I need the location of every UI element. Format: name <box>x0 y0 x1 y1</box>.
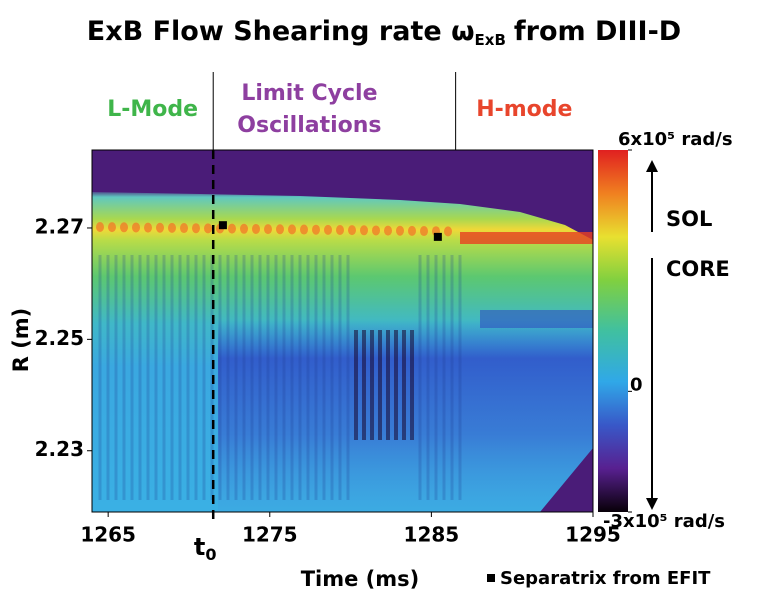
y-tick-label: 2.25 <box>35 326 84 350</box>
texture <box>240 223 248 234</box>
arrow-head <box>646 160 658 172</box>
plot-frame <box>91 149 594 513</box>
texture <box>360 225 368 236</box>
texture <box>288 224 296 235</box>
x-tick-label: 1275 <box>242 523 298 547</box>
x-tick-label: 1265 <box>80 523 136 547</box>
texture <box>300 224 308 235</box>
texture <box>372 225 380 236</box>
region-label: H-mode <box>476 97 572 122</box>
x-tick-label: 1285 <box>404 523 460 547</box>
texture <box>156 222 164 233</box>
separatrix-marker <box>433 232 442 241</box>
legend-label: Separatrix from EFIT <box>500 568 711 589</box>
separatrix-marker <box>218 221 227 230</box>
annotation: CORE <box>666 257 730 281</box>
legend-marker <box>487 574 495 582</box>
heatmap <box>92 150 593 512</box>
annotation: SOL <box>666 207 712 231</box>
t0-subscript: 0 <box>205 545 216 564</box>
title-suffix: from DIII-D <box>514 16 681 47</box>
texture <box>276 224 284 235</box>
y-tick-label: 2.23 <box>35 437 84 461</box>
texture <box>180 223 188 234</box>
x-tick-label: 1295 <box>565 523 621 547</box>
texture <box>336 225 344 235</box>
texture <box>384 225 392 236</box>
texture <box>108 222 116 233</box>
x-axis-label: Time (ms) <box>301 567 420 591</box>
title-main: ExB Flow Shearing rate ω <box>87 16 475 47</box>
texture <box>228 223 236 234</box>
arrow-head <box>646 498 658 510</box>
region-label: Oscillations <box>237 113 381 138</box>
texture <box>420 226 428 237</box>
colorbar-label: 0 <box>630 374 643 395</box>
region-label: Limit Cycle <box>241 81 377 106</box>
texture <box>312 224 320 235</box>
region-label: L-Mode <box>107 97 198 122</box>
texture <box>120 222 128 233</box>
texture <box>204 223 212 234</box>
texture <box>96 222 104 232</box>
texture <box>252 223 260 234</box>
texture <box>144 222 152 233</box>
texture <box>264 224 272 235</box>
texture <box>396 225 404 236</box>
t0-text: t <box>194 533 205 561</box>
texture <box>348 225 356 236</box>
colorbar-label: -3x10⁵ rad/s <box>603 511 725 532</box>
t0-label: t0 <box>194 533 217 564</box>
colorbar-label: 6x10⁵ rad/s <box>618 129 733 150</box>
texture <box>408 225 416 236</box>
y-axis-label: R (m) <box>9 308 33 373</box>
texture <box>168 222 176 233</box>
texture <box>444 226 452 237</box>
y-tick-label: 2.27 <box>35 214 84 238</box>
colorbar <box>598 150 628 512</box>
chart-title: ExB Flow Shearing rate ωExB from DIII-D <box>87 16 681 49</box>
texture <box>132 222 140 233</box>
texture <box>324 224 332 235</box>
title-subscript: ExB <box>475 31 506 49</box>
texture <box>192 223 200 234</box>
